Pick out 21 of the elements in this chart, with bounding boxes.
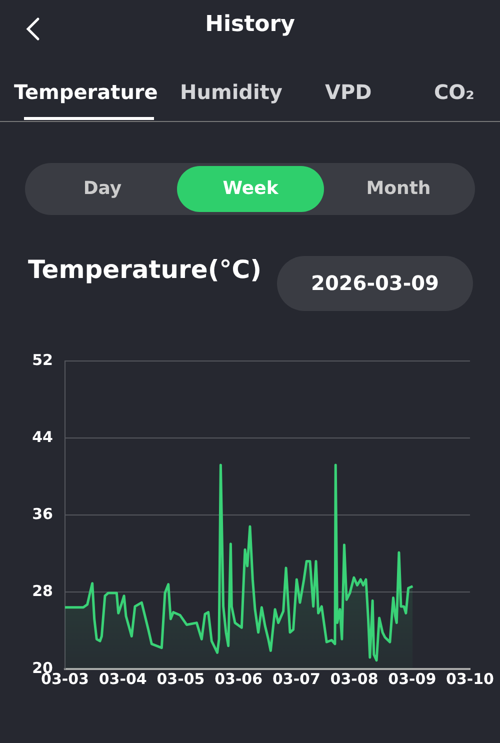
y-tick-label: 28 (32, 582, 53, 600)
text: History (204, 12, 296, 37)
y-tick-label: 52 (32, 350, 53, 369)
x-tick-label: 03-05 (156, 670, 205, 688)
text: Day (82, 177, 123, 201)
y-tick-label: 36 (32, 504, 53, 523)
x-tick-label: 03-08 (330, 670, 378, 688)
x-tick-label: 03-04 (98, 670, 147, 688)
x-tick-label: 03-07 (272, 670, 320, 688)
text: Humidity (180, 80, 282, 104)
text: CO₂ (434, 80, 474, 104)
y-tick-label: 44 (32, 428, 53, 446)
text: VPD (325, 80, 372, 104)
text: Week (177, 166, 324, 212)
text: Month (365, 177, 432, 201)
x-tick-label: 03-10 (446, 670, 494, 688)
text: Temperature (14, 80, 158, 104)
x-tick-label: 03-06 (214, 670, 263, 688)
text: 2026-03-09 (277, 256, 473, 311)
chart-title: Temperature(°C) (28, 255, 263, 285)
x-tick-label: 03-09 (388, 670, 436, 688)
